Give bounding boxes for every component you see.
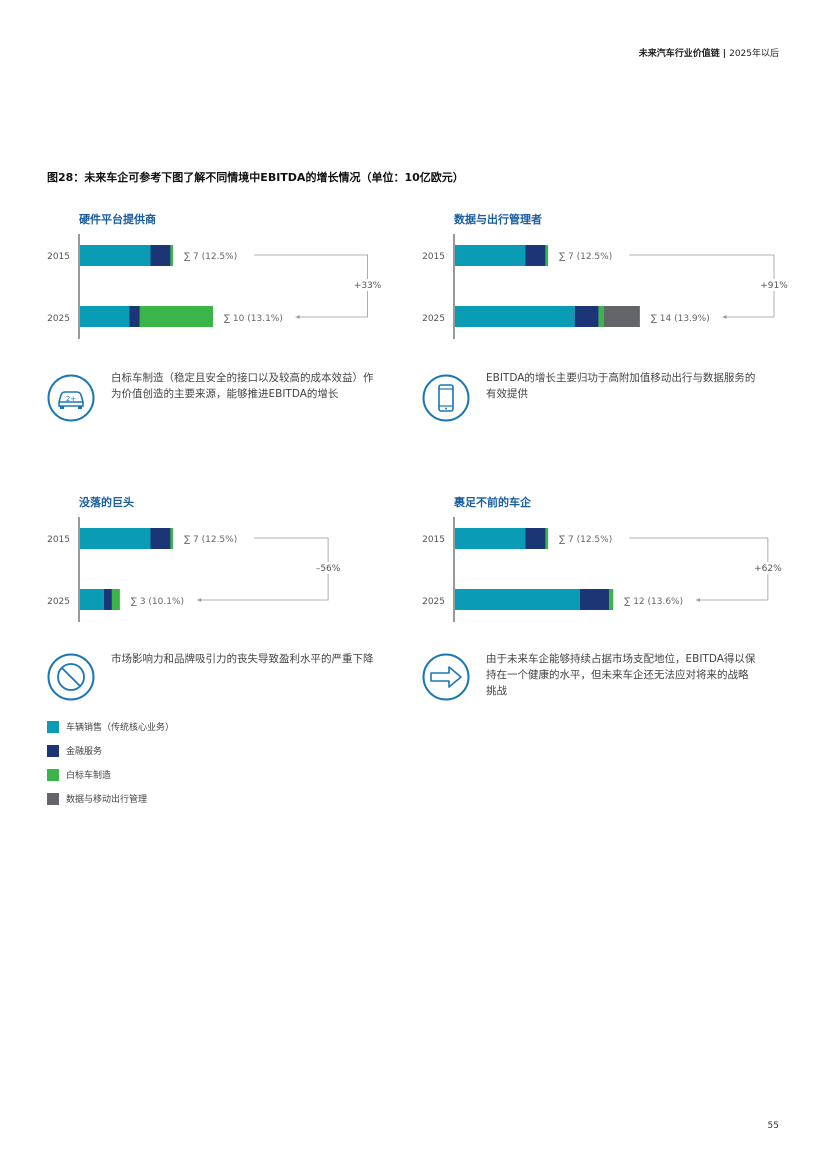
change-label: –56% xyxy=(316,564,341,574)
legend-label: 白标车制造 xyxy=(66,771,112,781)
legend-swatch xyxy=(47,720,59,733)
bar-segment-vehicle-sales xyxy=(455,306,575,327)
legend-swatch xyxy=(47,744,59,757)
change-label-bg xyxy=(751,562,784,574)
stacked-bar-chart: 2015 ∑ 7 (12.5%) 2025 ∑ 3 (10.1%) –56% xyxy=(47,517,345,622)
change-label-bg xyxy=(312,562,345,574)
bar-segment-white-label xyxy=(170,245,174,266)
total-label: ∑ 14 (13.9%) xyxy=(651,314,710,324)
bar-segment-white-label xyxy=(598,306,604,327)
header-year: 2025年以后 xyxy=(729,49,779,59)
change-bracket xyxy=(629,254,775,318)
total-label: ∑ 7 (12.5%) xyxy=(184,252,237,262)
panel-title: 裹足不前的车企 xyxy=(454,496,531,509)
bar-segment-financial-services xyxy=(574,306,599,327)
category-label: 2015 xyxy=(422,252,445,262)
panel-description: EBITDA的增长主要归功于高附加值移动出行与数据服务的有效提供 xyxy=(486,372,756,400)
bar-segment-vehicle-sales xyxy=(80,245,151,266)
bar-segment-white-label xyxy=(609,589,614,610)
change-label: +33% xyxy=(354,281,382,291)
legend-item-data-mobility: 数据与移动出行管理 xyxy=(47,792,147,806)
total-label: ∑ 3 (10.1%) xyxy=(131,597,184,607)
bar-segment-white-label xyxy=(545,245,549,266)
bar-segment-white-label xyxy=(170,528,174,549)
header-separator: | xyxy=(722,49,727,59)
smartphone-icon xyxy=(422,374,470,422)
category-label: 2025 xyxy=(47,597,70,607)
total-label: ∑ 7 (12.5%) xyxy=(559,252,612,262)
panel-description: 白标车制造（稳定且安全的接口以及较高的成本效益）作为价值创造的主要来源，能够推进… xyxy=(111,372,374,400)
legend-swatch xyxy=(47,768,59,781)
running-header: 未来汽车行业价值链 | 2025年以后 xyxy=(639,46,779,59)
total-label: ∑ 12 (13.6%) xyxy=(624,597,683,607)
legend-item-white-label: 白标车制造 xyxy=(47,768,111,782)
scenario-panel-stagnant-automaker: 裹足不前的车企 2015 ∑ 7 (12.5%) 2025 ∑ 12 (13.6%) +… xyxy=(422,494,792,744)
category-label: 2015 xyxy=(47,252,70,262)
change-arrowhead xyxy=(695,598,700,602)
change-arrowhead xyxy=(197,598,202,602)
bar-segment-white-label xyxy=(545,528,549,549)
category-label: 2015 xyxy=(47,535,70,545)
bar-segment-financial-services xyxy=(525,528,546,549)
panel-description: 由于未来车企能够持续占据市场支配地位，EBITDA得以保持在一个健康的水平，但未… xyxy=(486,653,756,697)
change-bracket xyxy=(629,537,769,601)
total-label: ∑ 10 (13.1%) xyxy=(224,314,283,324)
category-label: 2025 xyxy=(422,597,445,607)
legend-label: 数据与移动出行管理 xyxy=(66,795,148,805)
change-bracket xyxy=(254,254,369,318)
bar-segment-financial-services xyxy=(525,245,546,266)
svg-text:2+: 2+ xyxy=(66,395,76,403)
arrow-right-icon xyxy=(422,653,470,701)
legend-item-vehicle-sales: 车辆销售（传统核心业务） xyxy=(47,720,174,734)
panel-title: 没落的巨头 xyxy=(79,496,134,509)
bar-segment-financial-services xyxy=(580,589,610,610)
bar-segment-data-mobility xyxy=(603,306,640,327)
category-label: 2015 xyxy=(422,535,445,545)
bar-segment-financial-services xyxy=(150,245,171,266)
bar-segment-vehicle-sales xyxy=(80,589,104,610)
scenario-panel-fallen-giant: 没落的巨头 2015 ∑ 7 (12.5%) 2025 ∑ 3 (10.1%) –56%… xyxy=(47,494,417,744)
header-title: 未来汽车行业价值链 xyxy=(638,49,720,59)
change-arrowhead xyxy=(722,315,727,319)
total-label: ∑ 7 (12.5%) xyxy=(184,535,237,545)
bar-segment-vehicle-sales xyxy=(455,528,526,549)
stacked-bar-chart: 2015 ∑ 7 (12.5%) 2025 ∑ 10 (13.1%) +33% xyxy=(47,234,384,339)
car-icon: 2+ xyxy=(47,374,95,422)
change-label: +62% xyxy=(754,564,782,574)
bar-segment-financial-services xyxy=(103,589,112,610)
change-label: +91% xyxy=(760,281,788,291)
bar-segment-vehicle-sales xyxy=(80,306,130,327)
prohibited-icon xyxy=(47,653,95,701)
stacked-bar-chart: 2015 ∑ 7 (12.5%) 2025 ∑ 14 (13.9%) +91% xyxy=(422,234,790,339)
legend-swatch xyxy=(47,792,59,805)
legend-label: 金融服务 xyxy=(66,747,103,757)
change-label-bg xyxy=(351,279,384,291)
total-label: ∑ 7 (12.5%) xyxy=(559,535,612,545)
change-arrowhead xyxy=(295,315,300,319)
stacked-bar-chart: 2015 ∑ 7 (12.5%) 2025 ∑ 12 (13.6%) +62% xyxy=(422,517,784,622)
bar-segment-vehicle-sales xyxy=(455,245,526,266)
change-label-bg xyxy=(758,279,790,291)
bar-segment-vehicle-sales xyxy=(80,528,151,549)
panel-title: 数据与出行管理者 xyxy=(454,213,542,226)
bar-segment-white-label xyxy=(139,306,213,327)
legend-label: 车辆销售（传统核心业务） xyxy=(66,723,175,733)
bar-segment-financial-services xyxy=(129,306,140,327)
scenario-panel-hardware-platform: 硬件平台提供商 2015 ∑ 7 (12.5%) 2025 ∑ 10 (13.1%) +… xyxy=(47,211,417,461)
category-label: 2025 xyxy=(422,314,445,324)
panel-description: 市场影响力和品牌吸引力的丧失导致盈利水平的严重下降 xyxy=(111,653,374,665)
bar-segment-vehicle-sales xyxy=(455,589,581,610)
change-bracket xyxy=(197,537,329,601)
page-number: 55 xyxy=(767,1121,779,1131)
category-label: 2025 xyxy=(47,314,70,324)
bar-segment-financial-services xyxy=(150,528,171,549)
legend-item-financial: 金融服务 xyxy=(47,744,102,758)
bar-segment-white-label xyxy=(111,589,120,610)
figure-title: 图28：未来车企可参考下图了解不同情境中EBITDA的增长情况（单位：10亿欧元… xyxy=(47,171,464,184)
scenario-panel-data-mobility-manager: 数据与出行管理者 2015 ∑ 7 (12.5%) 2025 ∑ 14 (13.9%)… xyxy=(422,211,792,461)
panel-title: 硬件平台提供商 xyxy=(79,213,156,226)
